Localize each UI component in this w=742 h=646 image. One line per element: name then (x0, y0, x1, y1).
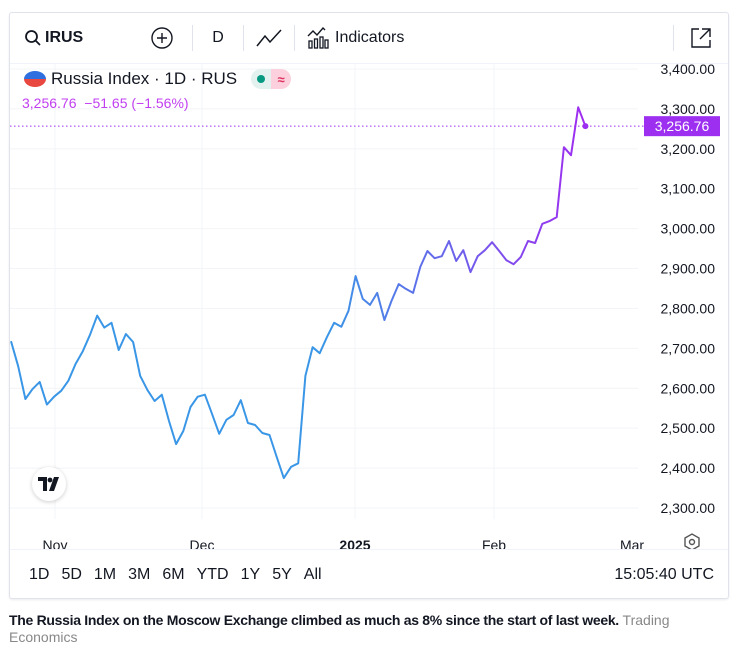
x-tick-label: 2025 (339, 537, 370, 549)
indicators-icon (307, 27, 329, 49)
y-tick-label: 2,300.00 (661, 500, 716, 516)
indicators-button[interactable]: Indicators (295, 13, 404, 63)
y-tick-label: 3,300.00 (661, 101, 716, 117)
change-value: −51.65 (−1.56%) (84, 95, 189, 111)
search-icon (25, 30, 41, 46)
y-tick-label: 2,800.00 (661, 300, 716, 316)
range-button-5d[interactable]: 5D (61, 565, 82, 583)
range-button-all[interactable]: All (303, 565, 322, 583)
russia-flag-icon (24, 71, 46, 87)
y-tick-label: 3,200.00 (661, 141, 716, 157)
range-button-ytd[interactable]: YTD (196, 565, 229, 583)
tradingview-logo[interactable] (32, 467, 66, 501)
symbol-label: IRUS (45, 29, 84, 46)
chart-legend: Russia Index · 1D · RUS ≈ (24, 69, 292, 89)
y-tick-label: 2,700.00 (661, 340, 716, 356)
range-button-1y[interactable]: 1Y (240, 565, 261, 583)
external-link-icon (691, 28, 711, 48)
y-tick-label: 2,500.00 (661, 420, 716, 436)
divider (243, 25, 244, 51)
caption: The Russia Index on the Moscow Exchange … (9, 612, 729, 646)
settings-icon (684, 533, 700, 549)
x-tick-label: Nov (43, 537, 68, 549)
price-line (10, 106, 587, 480)
plus-circle-icon (151, 27, 173, 49)
range-bar: 1D 5D 1M 3M 6M YTD 1Y 5Y All 15:05:40 UTC (10, 549, 728, 599)
indicators-label: Indicators (335, 29, 405, 46)
x-tick-label: Dec (190, 537, 215, 549)
range-buttons: 1D 5D 1M 3M 6M YTD 1Y 5Y All (16, 566, 322, 584)
line-chart-icon (256, 29, 282, 47)
last-price-badge-label: 3,256.76 (655, 118, 710, 134)
range-button-1d[interactable]: 1D (29, 565, 50, 583)
symbol-search[interactable]: IRUS (10, 13, 142, 63)
y-tick-label: 3,400.00 (661, 63, 716, 77)
last-price-badge (644, 116, 720, 137)
range-button-3m[interactable]: 3M (128, 565, 151, 583)
last-price-dot (582, 123, 589, 130)
y-tick-label: 2,600.00 (661, 380, 716, 396)
delayed-data-icon[interactable]: ≈ (271, 69, 292, 89)
divider (294, 25, 295, 51)
x-tick-label: Mar (620, 537, 644, 549)
clock: 15:05:40 UTC (614, 565, 714, 583)
compare-button[interactable] (142, 13, 182, 63)
settings-icon-center (688, 538, 696, 546)
open-external-button[interactable] (674, 13, 728, 63)
divider (192, 25, 193, 51)
tradingview-logo-icon (38, 477, 59, 491)
toolbar: IRUS D Indicators (10, 13, 728, 64)
status-pill: ≈ (251, 69, 292, 89)
interval-button[interactable]: D (212, 29, 224, 46)
y-tick-label: 2,900.00 (661, 261, 716, 277)
chart-type-button[interactable] (244, 13, 294, 63)
last-price: 3,256.76 (22, 95, 77, 111)
price-chart[interactable]: 3,400.00 3,300.00 3,200.00 3,100.00 3,000.00… (10, 63, 728, 549)
market-open-dot-icon (251, 69, 272, 89)
caption-source: Trading Economics (9, 612, 670, 645)
y-tick-label: 3,000.00 (661, 221, 716, 237)
legend-title: Russia Index · 1D · RUS (51, 69, 238, 88)
price-change: 3,256.76 −51.65 (−1.56%) (22, 95, 189, 111)
range-button-5y[interactable]: 5Y (272, 565, 292, 583)
x-tick-label: Feb (482, 537, 506, 549)
caption-text: The Russia Index on the Moscow Exchange … (9, 612, 619, 628)
range-button-1m[interactable]: 1M (93, 565, 117, 583)
divider (673, 25, 674, 51)
y-tick-label: 3,100.00 (661, 181, 716, 197)
y-tick-label: 2,400.00 (661, 460, 716, 476)
chart-widget: IRUS D Indicators 3,400.00 3,300.00 3,200.… (9, 12, 729, 599)
range-button-6m[interactable]: 6M (162, 565, 185, 583)
